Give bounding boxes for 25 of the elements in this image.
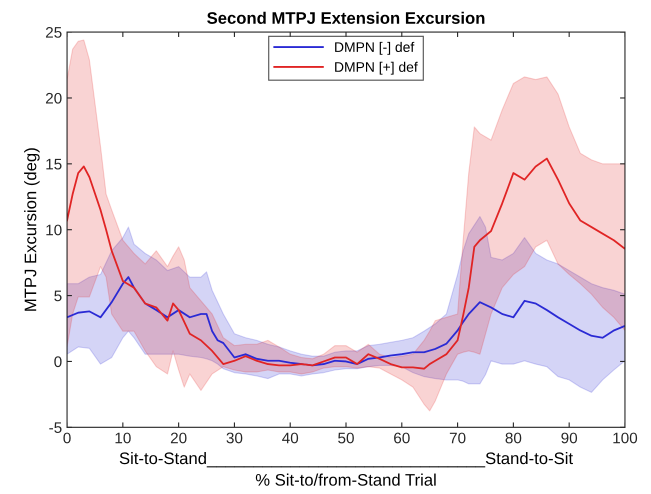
- y-tick-label: 15: [46, 158, 62, 170]
- x-tick-label: 30: [226, 432, 242, 444]
- y-axis-title: MTPJ Excursion (deg): [24, 148, 40, 311]
- x-tick-label: 0: [63, 432, 71, 444]
- x-tick-label: 70: [450, 432, 466, 444]
- chart-title: Second MTPJ Extension Excursion: [207, 12, 484, 24]
- x-axis-title: Sit-to-Stand______________________________Stand-to-Sit % Sit-to/from-Stand Trial: [120, 452, 573, 486]
- line-series: [67, 276, 625, 366]
- x-tick-label: 90: [561, 432, 578, 444]
- x-tick-label: 20: [170, 432, 187, 444]
- x-tick-label: 60: [394, 432, 410, 444]
- x-tick-label: 80: [506, 432, 522, 444]
- legend-label: DMPN [+] def: [335, 62, 418, 75]
- y-tick-label: 20: [46, 92, 62, 104]
- y-tick-label: 25: [46, 26, 62, 38]
- y-tick-label: 0: [54, 356, 62, 368]
- legend-label: DMPN [-] def: [335, 42, 414, 55]
- x-tick-label: 100: [613, 432, 638, 444]
- line-series: [67, 158, 625, 370]
- y-tick-label: 10: [46, 224, 62, 236]
- x-tick-label: 10: [116, 432, 131, 444]
- x-tick-label: 50: [338, 432, 354, 444]
- y-tick-label: -5: [49, 422, 62, 433]
- x-tick-label: 40: [282, 432, 298, 444]
- y-tick-label: 5: [54, 290, 62, 302]
